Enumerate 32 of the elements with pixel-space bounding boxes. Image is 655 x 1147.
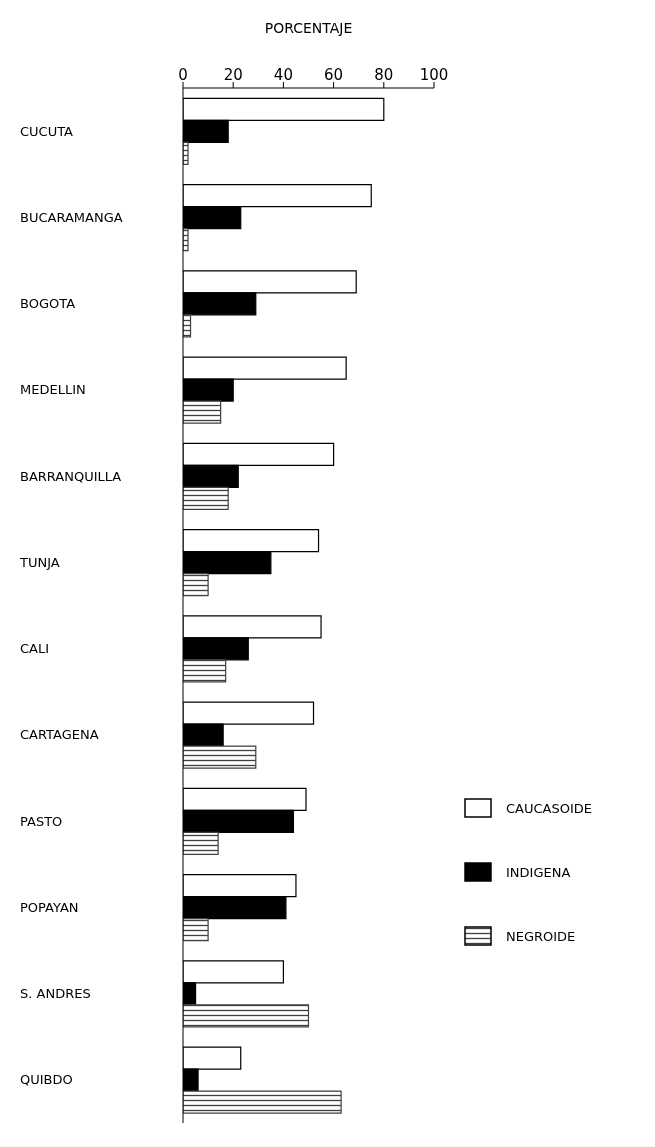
x-axis-title: PORCENTAJE [264,19,353,36]
bar [183,1090,342,1114]
bar [183,659,227,683]
bar [183,573,209,597]
y-tick-label: BUCARAMANGA [20,209,123,225]
y-tick-label: BARRANQUILLA [20,468,122,484]
y-tick-label: PASTO [20,813,63,829]
y-tick-label: CARTAGENA [20,727,99,743]
bar [183,400,222,424]
legend-label: NEGROIDE [506,928,576,944]
y-tick-label: CUCUTA [20,123,74,139]
x-tick-label: 20 [223,66,243,84]
x-tick-label: 80 [374,66,394,84]
bar [183,918,209,942]
y-tick-label: MEDELLIN [20,382,86,398]
legend-label: INDIGENA [506,864,571,880]
x-tick-label: 60 [324,66,344,84]
y-tick-label: BOGOTA [20,296,76,312]
bar [183,831,219,855]
x-tick-label: 100 [419,66,449,84]
bar [183,486,229,510]
y-tick-label: TUNJA [19,554,60,570]
bar [183,314,192,338]
x-tick-label: 40 [273,66,293,84]
y-tick-label: S. ANDRES [20,986,91,1002]
y-tick-label: POPAYAN [20,899,79,915]
y-tick-label: CALI [20,641,50,657]
x-tick-label: 0 [178,66,188,84]
bar [183,745,257,769]
legend-label: CAUCASOIDE [506,800,592,816]
bar [183,1004,310,1028]
y-tick-label: QUIBDO [20,1072,73,1088]
